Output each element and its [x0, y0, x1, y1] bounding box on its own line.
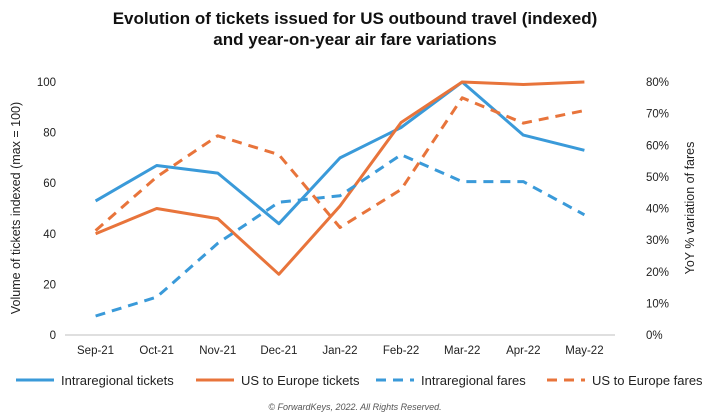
y-left-tick-label: 100 [37, 77, 56, 89]
y-left-tick-label: 80 [43, 128, 56, 140]
series-line-1 [94, 80, 585, 226]
series-lines [94, 80, 586, 318]
y-left-ticks: 0 20 40 60 80 100 [37, 77, 56, 342]
y-right-tick-label: 40% [646, 204, 669, 216]
y-right-tick-label: 80% [646, 77, 669, 89]
y-right-ticks: 0% 10% 20% 30% 40% 50% 60% 70% 80% [646, 77, 669, 342]
y-right-axis-label: YoY % variation of fares [683, 142, 697, 275]
x-tick-label: Apr-22 [506, 345, 541, 357]
legend-label-1: Intraregional tickets [61, 373, 174, 388]
chart-title-line-1: Evolution of tickets issued for US outbo… [113, 9, 598, 28]
x-tick-label: Sep-21 [77, 345, 114, 357]
x-tick-label: Nov-21 [199, 345, 236, 357]
y-right-tick-label: 50% [646, 172, 669, 184]
x-ticks: Sep-21 Oct-21 Nov-21 Dec-21 Jan-22 Feb-22 Mar-… [77, 345, 604, 357]
legend: Intraregional tickets US to Europe ticket… [16, 373, 703, 388]
x-tick-label: Mar-22 [444, 345, 480, 357]
y-right-tick-label: 20% [646, 267, 669, 279]
x-tick-label: Jan-22 [322, 345, 357, 357]
legend-label-2: US to Europe tickets [241, 373, 360, 388]
y-right-tick-label: 60% [646, 140, 669, 152]
series-line-2 [95, 80, 585, 276]
footer-copyright: © ForwardKeys, 2022. All Rights Reserved… [268, 402, 441, 412]
chart-title-line-2: and year-on-year air fare variations [213, 30, 496, 49]
y-right-tick-label: 10% [646, 298, 669, 310]
y-left-tick-label: 40 [43, 229, 56, 241]
y-right-tick-label: 30% [646, 235, 669, 247]
y-left-tick-label: 60 [43, 178, 56, 190]
legend-label-3: Intraregional fares [421, 373, 526, 388]
x-tick-label: May-22 [565, 345, 603, 357]
x-tick-label: Oct-21 [139, 345, 174, 357]
y-left-tick-label: 0 [50, 330, 56, 342]
x-tick-label: Feb-22 [383, 345, 419, 357]
series-line-3 [95, 153, 586, 318]
y-right-tick-label: 70% [646, 109, 669, 121]
x-tick-label: Dec-21 [260, 345, 297, 357]
y-right-tick-label: 0% [646, 330, 663, 342]
legend-label-4: US to Europe fares [592, 373, 703, 388]
y-left-tick-label: 20 [43, 279, 56, 291]
series-line-4 [94, 96, 585, 232]
y-left-axis-label: Volume of tickets indexed (max = 100) [9, 102, 23, 314]
